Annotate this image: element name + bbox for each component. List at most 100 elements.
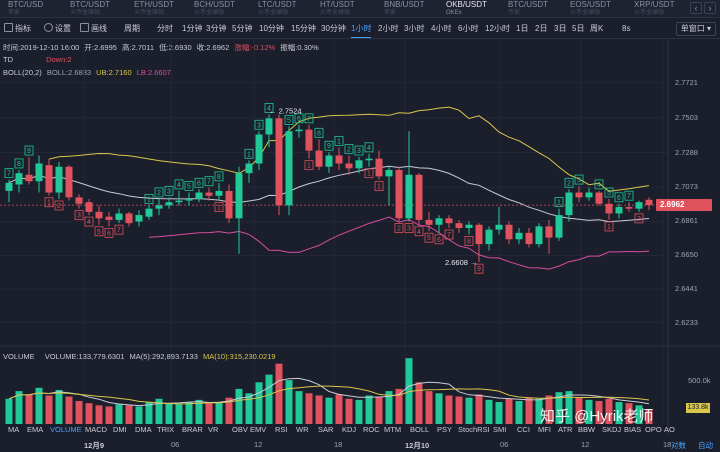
- td-marker-label: 8: [217, 174, 221, 181]
- indicator-ema[interactable]: EMA: [27, 425, 44, 434]
- time-axis: 12月9 06 12 18 12月10 06 12 18 对数 自动: [0, 438, 720, 452]
- candle-body: [605, 203, 613, 214]
- interval-0[interactable]: 分时: [157, 24, 173, 33]
- indicator-stochrsi[interactable]: StochRSI: [458, 425, 490, 434]
- td-marker: [304, 160, 314, 171]
- indicator-ma[interactable]: MA: [8, 425, 20, 434]
- interval-7[interactable]: 1小时: [351, 19, 372, 39]
- volume-bar: [5, 398, 13, 424]
- interval-15[interactable]: 3日: [554, 24, 567, 33]
- indicator-roc[interactable]: ROC: [363, 425, 380, 434]
- log-scale-toggle[interactable]: 对数: [671, 441, 686, 450]
- volume-bar: [125, 405, 133, 424]
- td-marker-label: 3: [577, 177, 581, 184]
- indicator-trix[interactable]: TRIX: [157, 425, 175, 434]
- indicator-wr[interactable]: WR: [296, 425, 309, 434]
- tab-next-button[interactable]: ›: [704, 2, 716, 14]
- info-high: 高:2.7011: [122, 43, 154, 52]
- volume-bar: [215, 402, 223, 424]
- indicator-brar[interactable]: BRAR: [182, 425, 203, 434]
- interval-6[interactable]: 30分钟: [321, 24, 346, 33]
- indicator-mtm[interactable]: MTM: [384, 425, 402, 434]
- volume-bar: [335, 394, 343, 424]
- indicator-obv[interactable]: OBV: [232, 425, 248, 434]
- tab-bnb-usdt[interactable]: BNB/USDT 币安: [380, 0, 450, 18]
- indicator-emv[interactable]: EMV: [250, 425, 267, 434]
- interval-2[interactable]: 3分钟: [206, 24, 227, 33]
- candle-body: [155, 205, 163, 209]
- indicator-rsi[interactable]: RSI: [275, 425, 288, 434]
- indicator-ao[interactable]: AO: [664, 425, 675, 434]
- tab-ltc-usdt[interactable]: LTC/USDT 火币全球站: [254, 0, 324, 18]
- indicator-dma[interactable]: DMA: [135, 425, 152, 434]
- indicator-kdj[interactable]: KDJ: [342, 425, 357, 434]
- draw-button[interactable]: 画线: [80, 19, 107, 39]
- indicator-macd[interactable]: MACD: [85, 425, 108, 434]
- pencil-icon: [80, 23, 89, 32]
- indicator-bbw[interactable]: BBW: [578, 425, 596, 434]
- interval-16[interactable]: 5日: [572, 24, 585, 33]
- candle-body: [55, 166, 63, 193]
- indicator-bias[interactable]: BIAS: [624, 425, 642, 434]
- interval-3[interactable]: 5分钟: [232, 24, 253, 33]
- candle-body: [255, 134, 263, 164]
- tab-eth-usdt[interactable]: ETH/USDT 火币全球站: [130, 0, 200, 18]
- td-marker: [414, 226, 424, 237]
- indicator-skdj[interactable]: SKDJ: [602, 425, 622, 434]
- tab-btc-usdt[interactable]: BTC/USDT 币安: [504, 0, 574, 18]
- indicator-atr[interactable]: ATR: [558, 425, 573, 434]
- indicator-mfi[interactable]: MFI: [538, 425, 551, 434]
- tab-btc-usd[interactable]: BTC/USD 币安: [4, 0, 74, 18]
- td-marker: [104, 227, 114, 238]
- interval-11[interactable]: 6小时: [458, 24, 479, 33]
- volume-bar: [155, 398, 163, 424]
- td-marker: [424, 232, 434, 243]
- tab-prev-button[interactable]: ‹: [690, 2, 702, 14]
- interval-10[interactable]: 4小时: [431, 24, 452, 33]
- indicator-boll[interactable]: BOLL: [410, 425, 430, 434]
- auto-scale-toggle[interactable]: 自动: [698, 441, 713, 450]
- interval-12[interactable]: 12小时: [485, 24, 510, 33]
- interval-5[interactable]: 15分钟: [291, 24, 316, 33]
- candle-body: [95, 211, 103, 219]
- info-amplitude: 振幅:0.30%: [280, 43, 319, 52]
- td-marker: [204, 176, 214, 187]
- candle-body: [185, 198, 193, 201]
- interval-9[interactable]: 3小时: [404, 24, 425, 33]
- settings-button[interactable]: 设置: [44, 19, 71, 39]
- interval-4[interactable]: 10分钟: [259, 24, 284, 33]
- price-tick: 2.6233: [675, 317, 698, 327]
- window-mode-select[interactable]: 单窗口 ▾: [675, 22, 716, 36]
- candle-body: [295, 129, 303, 132]
- tab-ht-usdt[interactable]: HT/USDT 火币全球站: [316, 0, 386, 18]
- volume-bar: [635, 405, 643, 424]
- indicator-volume[interactable]: VOLUME: [50, 425, 82, 434]
- indicator-cci[interactable]: CCI: [517, 425, 530, 434]
- tab-xrp-usdt[interactable]: XRP/USDT 火币全球站: [630, 0, 700, 18]
- td-marker-label: 2: [397, 226, 401, 233]
- current-price-tag: 2.6962: [656, 199, 712, 212]
- indicator-sar[interactable]: SAR: [318, 425, 334, 434]
- interval-1[interactable]: 1分钟: [182, 24, 203, 33]
- tab-bch-usdt[interactable]: BCH/USDT 火币全球站: [190, 0, 260, 18]
- indicator-opo[interactable]: OPO: [645, 425, 662, 434]
- tab-symbol: OKB/USDT: [446, 0, 487, 9]
- tab-btc-usdt[interactable]: BTC/USDT 火币全球站: [66, 0, 136, 18]
- interval-14[interactable]: 2日: [535, 24, 548, 33]
- interval-8[interactable]: 2小时: [378, 24, 399, 33]
- interval-17[interactable]: 周K: [590, 24, 604, 33]
- candle-body: [335, 155, 343, 164]
- interval-13[interactable]: 1日: [516, 24, 529, 33]
- candle-body: [425, 219, 433, 225]
- indicator-smi[interactable]: SMI: [493, 425, 507, 434]
- indicator-psy[interactable]: PSY: [437, 425, 453, 434]
- indicator-vr[interactable]: VR: [208, 425, 219, 434]
- indicator-dmi[interactable]: DMI: [113, 425, 127, 434]
- td-marker-label: 8: [17, 161, 21, 168]
- indicator-button[interactable]: 指标: [4, 19, 31, 39]
- td-marker-label: 2: [347, 146, 351, 153]
- tab-eos-usdt[interactable]: EOS/USDT 火币全球站: [566, 0, 636, 18]
- volume-bar: [415, 382, 423, 424]
- tab-okb-usdt[interactable]: OKB/USDT OKEx: [442, 0, 512, 18]
